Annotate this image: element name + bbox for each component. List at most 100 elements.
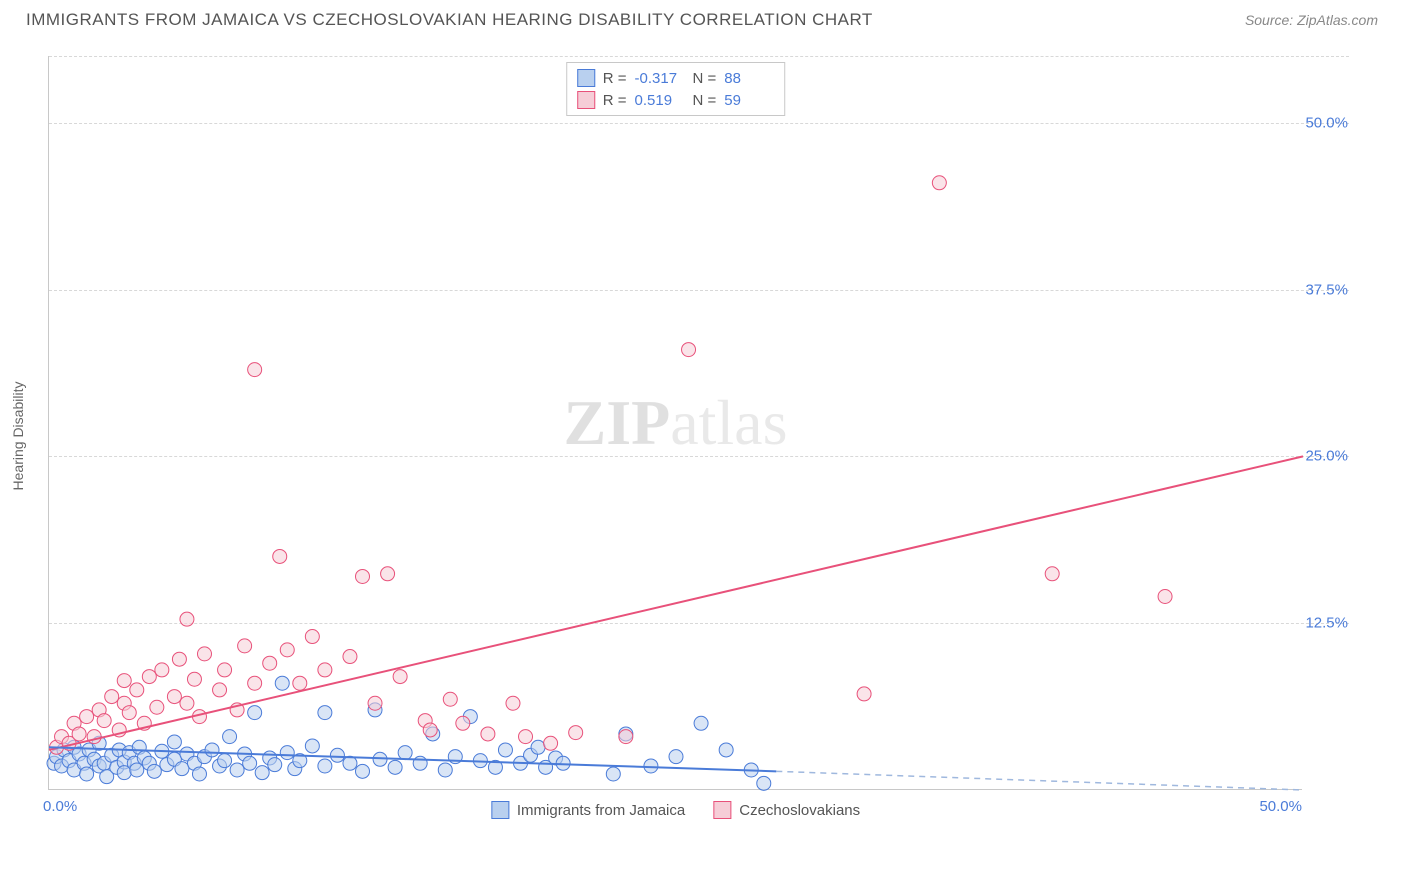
data-point xyxy=(388,760,402,774)
data-point xyxy=(343,650,357,664)
data-point xyxy=(318,759,332,773)
bottom-legend: Immigrants from Jamaica Czechoslovakians xyxy=(491,801,860,819)
data-point xyxy=(275,676,289,690)
x-tick-label: 0.0% xyxy=(43,798,77,815)
data-point xyxy=(330,748,344,762)
data-point xyxy=(305,739,319,753)
data-point xyxy=(393,670,407,684)
data-point xyxy=(544,736,558,750)
data-point xyxy=(105,690,119,704)
data-point xyxy=(318,663,332,677)
data-point xyxy=(644,759,658,773)
data-point xyxy=(318,706,332,720)
data-point xyxy=(150,700,164,714)
data-point xyxy=(438,763,452,777)
swatch-icon xyxy=(491,801,509,819)
data-point xyxy=(423,723,437,737)
x-tick-label: 50.0% xyxy=(1259,798,1302,815)
data-point xyxy=(932,176,946,190)
data-point xyxy=(213,683,227,697)
data-point xyxy=(381,567,395,581)
stats-row-series2: R = 0.519 N = 59 xyxy=(577,89,775,111)
data-point xyxy=(238,639,252,653)
data-point xyxy=(531,740,545,754)
data-point xyxy=(1045,567,1059,581)
data-point xyxy=(398,746,412,760)
data-point xyxy=(80,710,94,724)
data-point xyxy=(343,756,357,770)
data-point xyxy=(147,764,161,778)
data-point xyxy=(130,763,144,777)
data-point xyxy=(481,727,495,741)
source-attribution: Source: ZipAtlas.com xyxy=(1245,12,1378,28)
data-point xyxy=(268,758,282,772)
data-point xyxy=(187,672,201,686)
y-tick-label: 50.0% xyxy=(1305,114,1348,131)
y-tick-label: 25.0% xyxy=(1305,448,1348,465)
data-point xyxy=(142,670,156,684)
y-tick-label: 37.5% xyxy=(1305,281,1348,298)
data-point xyxy=(130,683,144,697)
data-point xyxy=(694,716,708,730)
data-point xyxy=(356,764,370,778)
data-point xyxy=(197,647,211,661)
data-point xyxy=(569,726,583,740)
swatch-icon xyxy=(713,801,731,819)
data-point xyxy=(305,630,319,644)
data-point xyxy=(606,767,620,781)
data-point xyxy=(248,676,262,690)
swatch-icon xyxy=(577,91,595,109)
legend-item-series2: Czechoslovakians xyxy=(713,801,860,819)
data-point xyxy=(368,696,382,710)
data-point xyxy=(273,549,287,563)
data-point xyxy=(248,363,262,377)
y-axis-title: Hearing Disability xyxy=(10,382,26,491)
title-bar: IMMIGRANTS FROM JAMAICA VS CZECHOSLOVAKI… xyxy=(0,0,1406,36)
data-point xyxy=(280,643,294,657)
data-point xyxy=(255,766,269,780)
legend-item-series1: Immigrants from Jamaica xyxy=(491,801,685,819)
data-point xyxy=(619,730,633,744)
plot-container: Hearing Disability ZIPatlas 12.5%25.0%37… xyxy=(48,56,1348,816)
data-point xyxy=(243,756,257,770)
data-point xyxy=(155,663,169,677)
stats-box: R = -0.317 N = 88 R = 0.519 N = 59 xyxy=(566,62,786,116)
data-point xyxy=(506,696,520,710)
data-point xyxy=(682,343,696,357)
data-point xyxy=(205,743,219,757)
chart-title: IMMIGRANTS FROM JAMAICA VS CZECHOSLOVAKI… xyxy=(26,10,873,30)
data-point xyxy=(192,767,206,781)
data-point xyxy=(293,676,307,690)
data-point xyxy=(248,706,262,720)
plot-area: ZIPatlas 12.5%25.0%37.5%50.0% R = -0.317… xyxy=(48,56,1302,790)
data-point xyxy=(218,663,232,677)
scatter-plot xyxy=(49,56,1303,790)
data-point xyxy=(80,767,94,781)
data-point xyxy=(172,652,186,666)
data-point xyxy=(180,696,194,710)
data-point xyxy=(180,612,194,626)
swatch-icon xyxy=(577,69,595,87)
data-point xyxy=(122,706,136,720)
data-point xyxy=(498,743,512,757)
data-point xyxy=(456,716,470,730)
data-point xyxy=(857,687,871,701)
data-point xyxy=(519,730,533,744)
data-point xyxy=(719,743,733,757)
data-point xyxy=(669,750,683,764)
data-point xyxy=(757,776,771,790)
data-point xyxy=(443,692,457,706)
data-point xyxy=(280,746,294,760)
stats-row-series1: R = -0.317 N = 88 xyxy=(577,67,775,89)
data-point xyxy=(356,569,370,583)
data-point xyxy=(223,730,237,744)
data-point xyxy=(167,690,181,704)
data-point xyxy=(1158,589,1172,603)
data-point xyxy=(218,754,232,768)
data-point xyxy=(117,674,131,688)
data-point xyxy=(175,762,189,776)
data-point xyxy=(263,656,277,670)
data-point xyxy=(72,727,86,741)
data-point xyxy=(230,763,244,777)
y-tick-label: 12.5% xyxy=(1305,615,1348,632)
